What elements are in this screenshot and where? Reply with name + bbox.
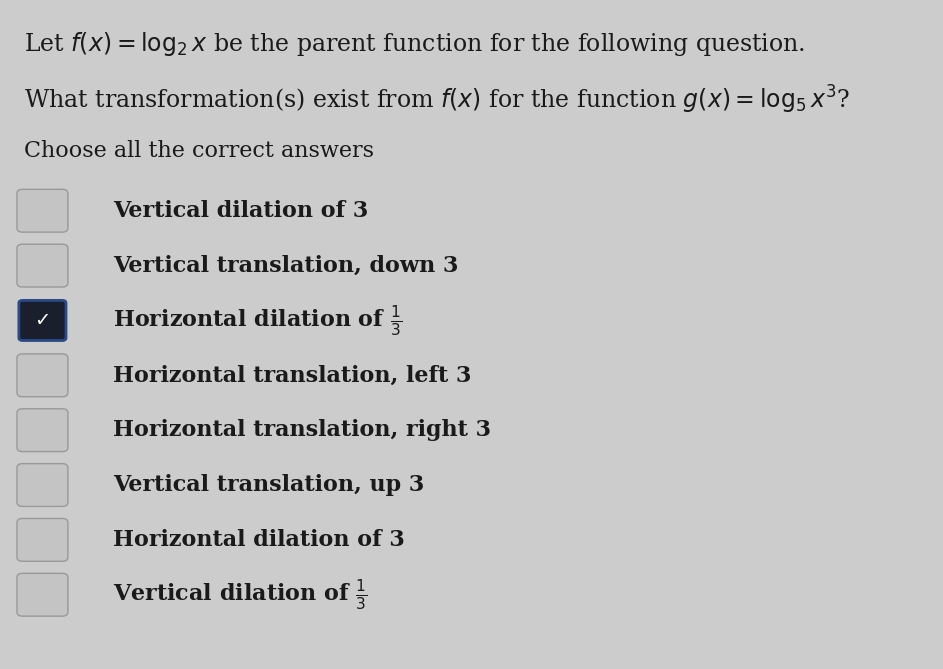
Text: Vertical dilation of 3: Vertical dilation of 3 <box>113 200 369 221</box>
FancyBboxPatch shape <box>17 464 68 506</box>
FancyBboxPatch shape <box>17 354 68 397</box>
Text: Choose all the correct answers: Choose all the correct answers <box>24 140 373 163</box>
FancyBboxPatch shape <box>17 189 68 232</box>
Text: Horizontal translation, right 3: Horizontal translation, right 3 <box>113 419 491 441</box>
Text: What transformation(s) exist from $f(x)$ for the function $g(x) = \log_5 x^3$?: What transformation(s) exist from $f(x)$… <box>24 84 850 116</box>
Text: Vertical translation, down 3: Vertical translation, down 3 <box>113 255 458 276</box>
Text: Let $f(x) = \log_2 x$ be the parent function for the following question.: Let $f(x) = \log_2 x$ be the parent func… <box>24 30 805 58</box>
Text: Horizontal dilation of $\frac{1}{3}$: Horizontal dilation of $\frac{1}{3}$ <box>113 303 402 338</box>
FancyBboxPatch shape <box>17 409 68 452</box>
Text: Horizontal translation, left 3: Horizontal translation, left 3 <box>113 365 472 386</box>
Text: Vertical translation, up 3: Vertical translation, up 3 <box>113 474 424 496</box>
FancyBboxPatch shape <box>19 300 66 341</box>
Text: Vertical dilation of $\frac{1}{3}$: Vertical dilation of $\frac{1}{3}$ <box>113 577 368 612</box>
Text: Horizontal dilation of 3: Horizontal dilation of 3 <box>113 529 405 551</box>
FancyBboxPatch shape <box>17 573 68 616</box>
Text: ✓: ✓ <box>34 311 51 330</box>
FancyBboxPatch shape <box>17 244 68 287</box>
FancyBboxPatch shape <box>17 518 68 561</box>
